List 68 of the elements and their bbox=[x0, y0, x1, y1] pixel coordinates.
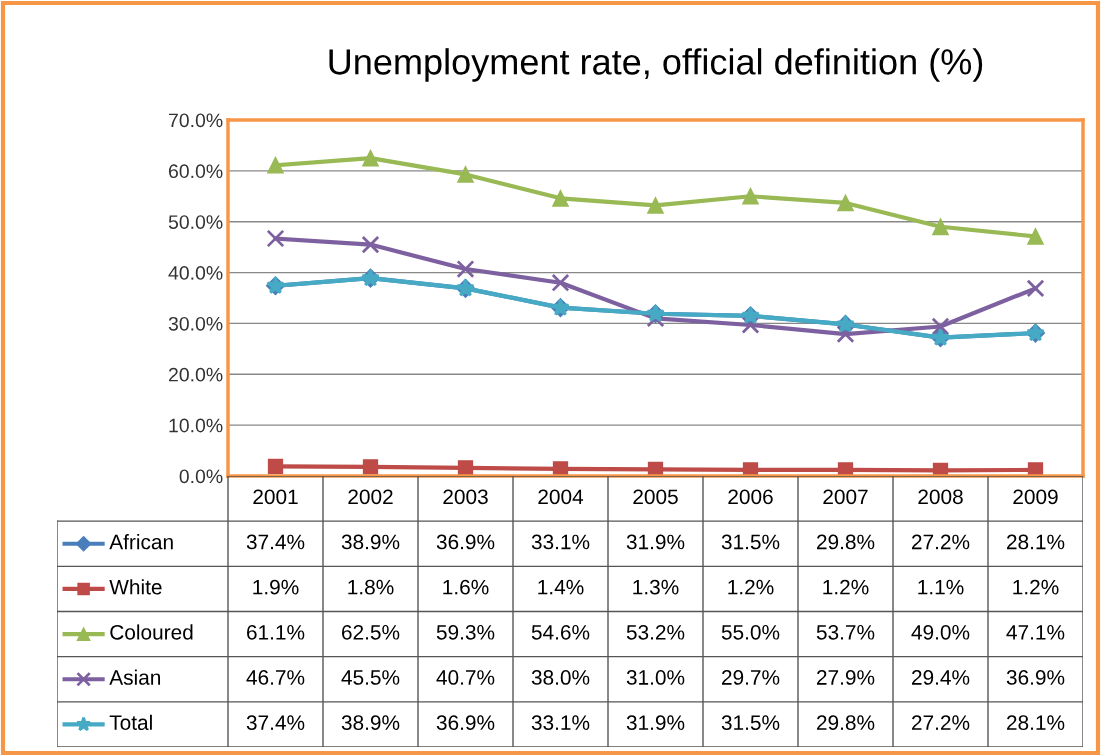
data-label: 31.5% bbox=[721, 534, 780, 550]
data-label: 28.1% bbox=[1007, 715, 1065, 731]
chart-title: Unemployment rate, official definition (%) bbox=[329, 48, 983, 82]
legend-label: Coloured bbox=[110, 624, 193, 640]
data-label: 61.1% bbox=[247, 624, 305, 640]
data-label: 40.7% bbox=[436, 670, 495, 685]
data-label: 27.2% bbox=[912, 534, 970, 550]
data-label: 46.7% bbox=[246, 670, 305, 685]
data-label: 37.4% bbox=[246, 715, 305, 731]
data-label: 1.4% bbox=[538, 579, 584, 595]
x-tick-label: 2005 bbox=[633, 489, 678, 505]
y-tick-label: 60.0% bbox=[169, 164, 223, 179]
data-label: 29.8% bbox=[817, 534, 875, 550]
x-tick-label: 2003 bbox=[443, 489, 488, 505]
y-tick-label: 40.0% bbox=[168, 266, 223, 280]
y-tick-label: 0.0% bbox=[179, 469, 223, 484]
data-label: 49.0% bbox=[911, 624, 970, 640]
data-label: 62.5% bbox=[342, 624, 400, 640]
y-tick-label: 50.0% bbox=[168, 215, 223, 229]
data-label: 37.4% bbox=[246, 534, 305, 550]
data-label: 1.1% bbox=[918, 579, 964, 595]
legend-label: White bbox=[109, 579, 162, 595]
data-label: 31.0% bbox=[626, 670, 685, 685]
data-label: 36.9% bbox=[436, 715, 495, 731]
data-label: 1.9% bbox=[253, 579, 299, 595]
data-label: 31.9% bbox=[626, 715, 685, 731]
data-label: 29.4% bbox=[912, 670, 970, 685]
data-label: 54.6% bbox=[531, 624, 590, 640]
data-label: 59.3% bbox=[436, 624, 495, 640]
data-label: 38.0% bbox=[531, 670, 590, 685]
data-label: 1.3% bbox=[633, 579, 679, 595]
y-tick-label: 10.0% bbox=[169, 418, 223, 433]
data-label: 33.1% bbox=[531, 715, 590, 731]
data-label: 28.1% bbox=[1007, 534, 1065, 550]
legend-label: Asian bbox=[109, 669, 161, 685]
x-tick-label: 2006 bbox=[728, 489, 773, 505]
data-label: 38.9% bbox=[341, 534, 400, 550]
y-tick-label: 30.0% bbox=[168, 316, 223, 331]
y-tick-label: 70.0% bbox=[169, 113, 223, 128]
data-label: 53.7% bbox=[816, 624, 875, 640]
legend-label: African bbox=[109, 534, 173, 550]
data-label: 1.2% bbox=[1013, 579, 1059, 595]
x-tick-label: 2002 bbox=[348, 489, 393, 505]
data-label: 55.0% bbox=[721, 624, 780, 640]
data-label: 47.1% bbox=[1006, 625, 1065, 640]
data-label: 27.9% bbox=[817, 670, 875, 685]
data-label: 29.8% bbox=[817, 715, 875, 731]
legend-label: Total bbox=[109, 714, 152, 731]
data-label: 1.2% bbox=[728, 579, 774, 595]
data-label: 33.1% bbox=[531, 534, 590, 550]
data-label: 53.2% bbox=[626, 624, 685, 640]
x-tick-label: 2004 bbox=[538, 489, 584, 505]
data-label: 38.9% bbox=[341, 715, 400, 731]
data-label: 45.5% bbox=[341, 670, 400, 685]
x-tick-label: 2009 bbox=[1013, 489, 1058, 505]
data-label: 27.2% bbox=[912, 715, 970, 730]
x-tick-label: 2008 bbox=[918, 489, 963, 505]
data-label: 31.9% bbox=[626, 534, 685, 550]
data-label: 36.9% bbox=[1006, 670, 1065, 685]
data-label: 36.9% bbox=[436, 534, 495, 550]
x-tick-label: 2007 bbox=[823, 489, 868, 505]
data-label: 1.2% bbox=[823, 579, 869, 595]
y-tick-label: 20.0% bbox=[168, 367, 223, 382]
data-label: 1.6% bbox=[443, 579, 489, 595]
data-label: 29.7% bbox=[722, 670, 780, 685]
x-tick-label: 2001 bbox=[253, 489, 298, 505]
data-label: 31.5% bbox=[721, 715, 780, 731]
data-label: 1.8% bbox=[348, 579, 394, 595]
